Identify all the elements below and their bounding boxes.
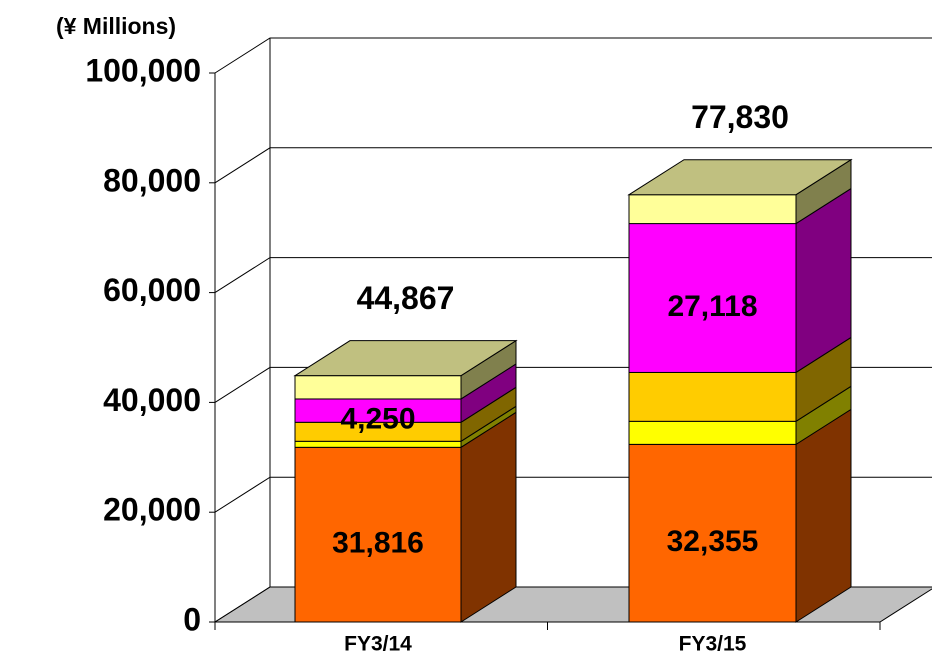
bar-segment xyxy=(628,443,797,623)
total-label: 77,830 xyxy=(691,99,789,135)
total-label: 44,867 xyxy=(357,280,455,316)
y-tick-label: 0 xyxy=(183,601,201,637)
bar-top xyxy=(293,340,518,377)
y-tick-label: 60,000 xyxy=(103,272,201,308)
bar-segment xyxy=(628,371,797,422)
value-label: 4,250 xyxy=(340,403,415,436)
grid-line xyxy=(214,37,932,74)
bar-segment xyxy=(628,194,797,225)
x-tick-label: FY3/14 xyxy=(344,633,412,656)
bar-segment xyxy=(628,420,797,445)
y-tick-label: 20,000 xyxy=(103,492,201,528)
bar-side xyxy=(460,411,517,623)
grid-line xyxy=(214,147,932,184)
y-tick-label: 100,000 xyxy=(85,52,201,88)
value-label: 32,355 xyxy=(667,525,759,558)
x-tick-label: FY3/15 xyxy=(679,633,747,656)
y-tick-label: 80,000 xyxy=(103,162,201,198)
bar-segment xyxy=(294,440,462,448)
bar-segment xyxy=(628,223,797,373)
value-label: 27,118 xyxy=(667,290,757,323)
y-tick-label: 40,000 xyxy=(103,382,201,418)
bar-top xyxy=(627,159,853,196)
bar-side xyxy=(795,408,852,623)
bar-segment xyxy=(294,375,462,400)
y-axis-title: (¥ Millions) xyxy=(56,13,176,39)
value-label: 31,816 xyxy=(332,527,424,560)
